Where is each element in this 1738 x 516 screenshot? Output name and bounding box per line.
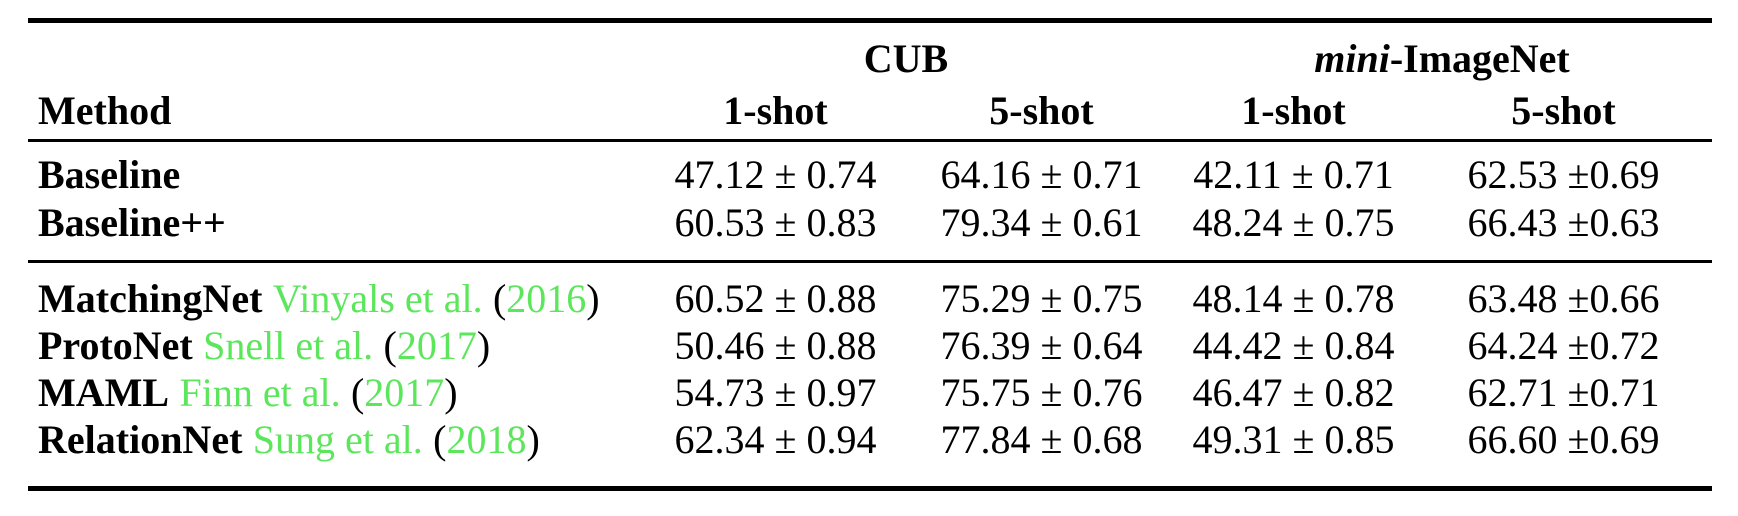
citation-close-paren: )	[526, 417, 540, 462]
mini-5shot-header: 5-shot	[1511, 87, 1616, 133]
citation-year-link[interactable]: 2017	[396, 323, 477, 368]
citation-open-paren: (	[383, 323, 397, 368]
header-rule	[28, 139, 1712, 142]
value-cell-cub-5shot: 79.34 ± 0.61	[940, 199, 1143, 245]
value-cell-cub-1shot: 50.46 ± 0.88	[674, 323, 877, 368]
citation-open-paren: (	[350, 370, 365, 415]
method-name: RelationNet	[38, 417, 243, 462]
method-name: ProtoNet	[38, 323, 193, 368]
value-cell-mini-1shot: 42.11 ± 0.71	[1193, 151, 1394, 197]
group-header-empty-cell	[28, 23, 640, 81]
value-cell-mini-1shot: 48.14 ± 0.78	[1192, 276, 1395, 321]
mini-label-rest: -ImageNet	[1389, 35, 1570, 81]
value-cell-mini-5shot: 66.43 ±0.63	[1467, 199, 1660, 245]
value-cell-cub-5shot: 75.75 ± 0.76	[940, 370, 1143, 415]
citation-year-link[interactable]: 2018	[446, 417, 527, 462]
value-cell-mini-5shot: 66.60 ±0.69	[1467, 417, 1660, 462]
spacer	[28, 142, 1712, 150]
bottom-rule	[28, 486, 1712, 491]
cub-1shot-header: 1-shot	[723, 87, 828, 133]
top-rule	[28, 18, 1712, 23]
citation-close-paren: )	[476, 323, 491, 368]
results-table: CUB mini -ImageNet Method 1-shot 5-shot 1…	[28, 18, 1712, 491]
group-header-mini-imagenet: mini -ImageNet	[1172, 23, 1712, 81]
value-cell-cub-1shot: 60.53 ± 0.83	[674, 199, 877, 245]
value-cell-mini-1shot: 49.31 ± 0.85	[1192, 417, 1395, 462]
citation-open-paren: (	[492, 276, 507, 321]
citation-year-link[interactable]: 2017	[364, 370, 445, 415]
value-cell-mini-5shot: 62.53 ±0.69	[1467, 151, 1660, 197]
value-cell-cub-1shot: 47.12 ± 0.74	[674, 151, 877, 197]
value-cell-mini-5shot: 64.24 ±0.72	[1467, 323, 1660, 368]
method-cell: ProtoNet Snell et al. ( 2017 )	[28, 322, 640, 369]
spacer	[28, 463, 1712, 486]
method-cell: RelationNet Sung et al. ( 2018 )	[28, 416, 640, 463]
citation-year-link[interactable]: 2016	[506, 276, 587, 321]
value-cell-cub-5shot: 64.16 ± 0.71	[940, 151, 1143, 197]
method-cell: Baseline	[38, 151, 181, 197]
spacer	[28, 246, 1712, 260]
value-cell-mini-5shot: 62.71 ±0.71	[1467, 370, 1660, 415]
value-cell-cub-1shot: 60.52 ± 0.88	[674, 276, 877, 321]
value-cell-mini-1shot: 48.24 ± 0.75	[1192, 199, 1395, 245]
citation-authors-link[interactable]: Vinyals et al.	[272, 276, 483, 321]
method-cell: MatchingNet Vinyals et al. ( 2016 )	[28, 275, 640, 322]
method-cell: MAML Finn et al. ( 2017 )	[28, 369, 640, 416]
mini-label-italic: mini	[1314, 35, 1390, 81]
method-name: MatchingNet	[38, 276, 263, 321]
value-cell-mini-1shot: 46.47 ± 0.82	[1192, 370, 1395, 415]
value-cell-mini-1shot: 44.42 ± 0.84	[1192, 323, 1395, 368]
value-cell-cub-5shot: 76.39 ± 0.64	[940, 323, 1143, 368]
citation-authors-link[interactable]: Snell et al.	[203, 323, 374, 368]
value-cell-cub-5shot: 77.84 ± 0.68	[940, 417, 1143, 462]
mid-rule	[28, 260, 1712, 263]
value-cell-cub-1shot: 62.34 ± 0.94	[674, 417, 877, 462]
group-header-cub: CUB	[640, 23, 1172, 81]
citation-authors-link[interactable]: Sung et al.	[252, 417, 423, 462]
citation-close-paren: )	[586, 276, 600, 321]
cub-5shot-header: 5-shot	[989, 87, 1094, 133]
citation-open-paren: (	[433, 417, 447, 462]
mini-1shot-header: 1-shot	[1241, 87, 1346, 133]
value-cell-cub-1shot: 54.73 ± 0.97	[674, 370, 877, 415]
citation-close-paren: )	[444, 370, 458, 415]
method-cell: Baseline++	[38, 199, 226, 245]
value-cell-mini-5shot: 63.48 ±0.66	[1467, 276, 1660, 321]
value-cell-cub-5shot: 75.29 ± 0.75	[940, 276, 1143, 321]
method-name: MAML	[38, 370, 170, 415]
cub-label: CUB	[863, 35, 949, 81]
spacer	[28, 263, 1712, 275]
method-column-header: Method	[38, 87, 172, 133]
citation-authors-link[interactable]: Finn et al.	[179, 370, 341, 415]
